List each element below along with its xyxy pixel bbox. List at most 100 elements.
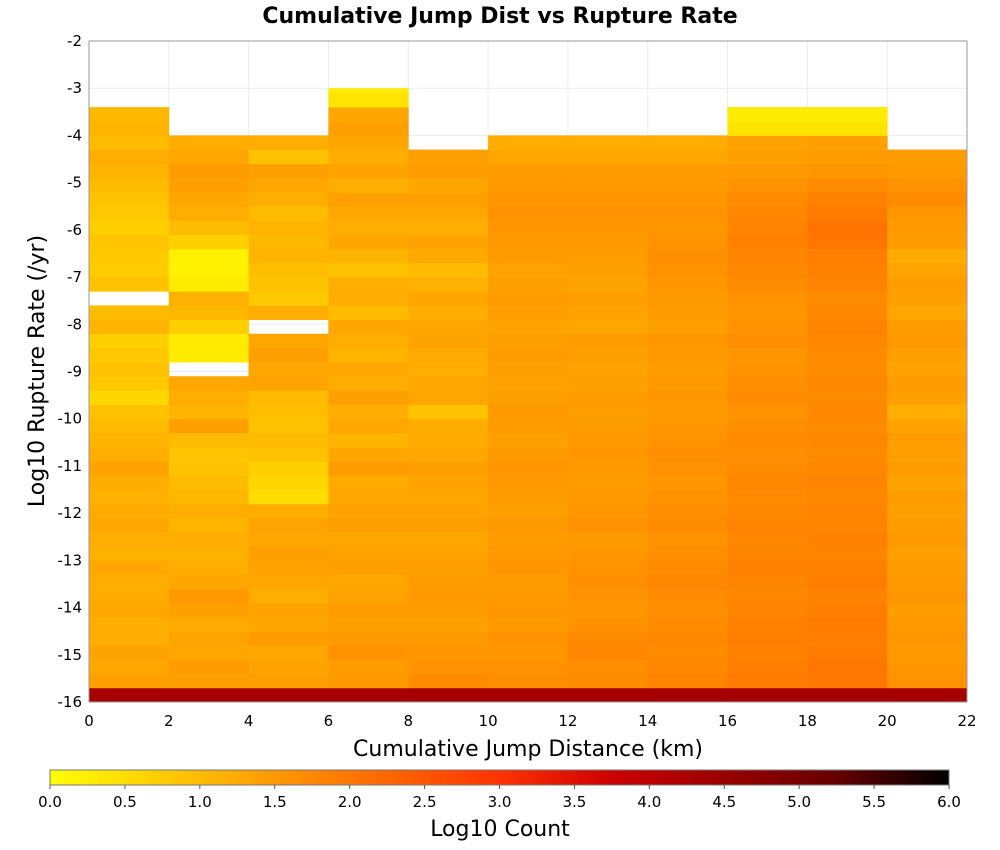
heatmap-cell [727, 135, 808, 150]
heatmap-cell [647, 262, 728, 278]
heatmap-cell [248, 192, 329, 207]
heatmap-cell [408, 461, 489, 476]
heatmap-cell [887, 149, 968, 165]
heatmap-cell [248, 574, 329, 590]
heatmap-cell [567, 376, 649, 391]
heatmap-cell [248, 517, 329, 533]
heatmap-cell [887, 645, 968, 660]
heatmap-cell [887, 447, 968, 462]
heatmap-cell [328, 489, 409, 505]
heatmap-cell [488, 461, 569, 476]
heatmap-cell [807, 234, 888, 250]
heatmap-cell [168, 206, 250, 221]
heatmap-cell [807, 418, 888, 434]
y-tick-label: -5 [67, 174, 82, 192]
y-tick-label: -4 [67, 126, 82, 144]
y-tick-label: -2 [67, 32, 82, 50]
colorbar-tick-label: 3.5 [562, 793, 586, 811]
heatmap-cell [488, 305, 569, 320]
heatmap-cell [328, 362, 409, 377]
colorbar-tick-label: 6.0 [937, 793, 961, 811]
heatmap-cell [488, 532, 569, 547]
heatmap-cell [887, 532, 968, 547]
heatmap-cell [168, 163, 250, 179]
heatmap-cell [647, 659, 728, 675]
heatmap-cell [328, 574, 409, 590]
heatmap-cell [488, 390, 569, 405]
heatmap-cell [887, 560, 968, 575]
heatmap-cell [567, 163, 649, 179]
heatmap-cell [727, 673, 808, 689]
heatmap-cell [807, 645, 888, 660]
heatmap-cell [727, 645, 808, 660]
heatmap-cell [807, 532, 888, 547]
heatmap-cell [887, 588, 968, 604]
heatmap-cell [168, 135, 250, 150]
plot-frame [88, 40, 968, 703]
heatmap-cell [807, 177, 888, 193]
heatmap-cell [328, 163, 409, 179]
heatmap-cell [807, 560, 888, 575]
heatmap-cell [727, 390, 808, 405]
heatmap-cell [887, 546, 968, 561]
heatmap-cell [328, 305, 409, 320]
heatmap-cell [807, 659, 888, 675]
heatmap-cell [887, 659, 968, 675]
heatmap-cell [488, 574, 569, 590]
heatmap-cell [727, 546, 808, 561]
x-tick-label: 20 [878, 712, 897, 730]
y-axis-ticks: -2 -3 -4 -5 -6 -7 -8 -9 -10 -11 -12 -13 -14 -15 -16 [58, 32, 83, 711]
heatmap-cell [727, 319, 808, 335]
heatmap-cells [89, 88, 968, 703]
heatmap-cell [168, 617, 250, 632]
heatmap-cell [248, 489, 329, 505]
heatmap-cell [567, 602, 649, 618]
heatmap-cell [248, 447, 329, 462]
heatmap-cell [168, 149, 250, 165]
heatmap-cell [647, 574, 728, 590]
y-axis-label: Log10 Rupture Rate (/yr) [25, 235, 50, 507]
heatmap-cell [408, 659, 489, 675]
heatmap-cell [727, 262, 808, 278]
heatmap-cell [567, 418, 649, 434]
heatmap-cell [807, 404, 888, 420]
heatmap-cell [408, 163, 489, 179]
heatmap-cell [727, 362, 808, 377]
heatmap-cell [328, 149, 409, 165]
heatmap-cell [647, 135, 728, 150]
heatmap-cell [408, 617, 489, 632]
heatmap-cell [89, 404, 170, 420]
heatmap-cell [647, 305, 728, 320]
heatmap-cell [328, 291, 409, 306]
heatmap-cell [89, 390, 170, 405]
heatmap-cell [488, 149, 569, 165]
heatmap-cell [647, 645, 728, 660]
heatmap-cell [887, 475, 968, 490]
heatmap-cell [408, 362, 489, 377]
heatmap-cell [328, 92, 409, 108]
heatmap-cell [89, 588, 170, 604]
heatmap-cell [567, 390, 649, 405]
heatmap-cell [89, 163, 170, 179]
colorbar-tick-label: 5.5 [862, 793, 886, 811]
heatmap-cell [887, 673, 968, 689]
heatmap-cell [328, 475, 409, 490]
heatmap-cell [328, 376, 409, 391]
x-tick-label: 18 [798, 712, 817, 730]
heatmap-cell [408, 206, 489, 221]
heatmap-cell [727, 560, 808, 575]
heatmap-cell [89, 574, 170, 590]
heatmap-cell [887, 517, 968, 533]
x-tick-label: 0 [84, 712, 94, 730]
heatmap-cell [647, 475, 728, 490]
y-tick-label: -12 [58, 504, 83, 522]
y-tick-label: -14 [58, 599, 83, 617]
heatmap-cell [89, 192, 170, 207]
x-tick-label: 12 [558, 712, 577, 730]
heatmap-cell [248, 234, 329, 250]
heatmap-cell [408, 447, 489, 462]
heatmap-cell [89, 532, 170, 547]
heatmap-cell [727, 192, 808, 207]
heatmap-cell [807, 673, 888, 689]
heatmap-cell [807, 503, 888, 519]
